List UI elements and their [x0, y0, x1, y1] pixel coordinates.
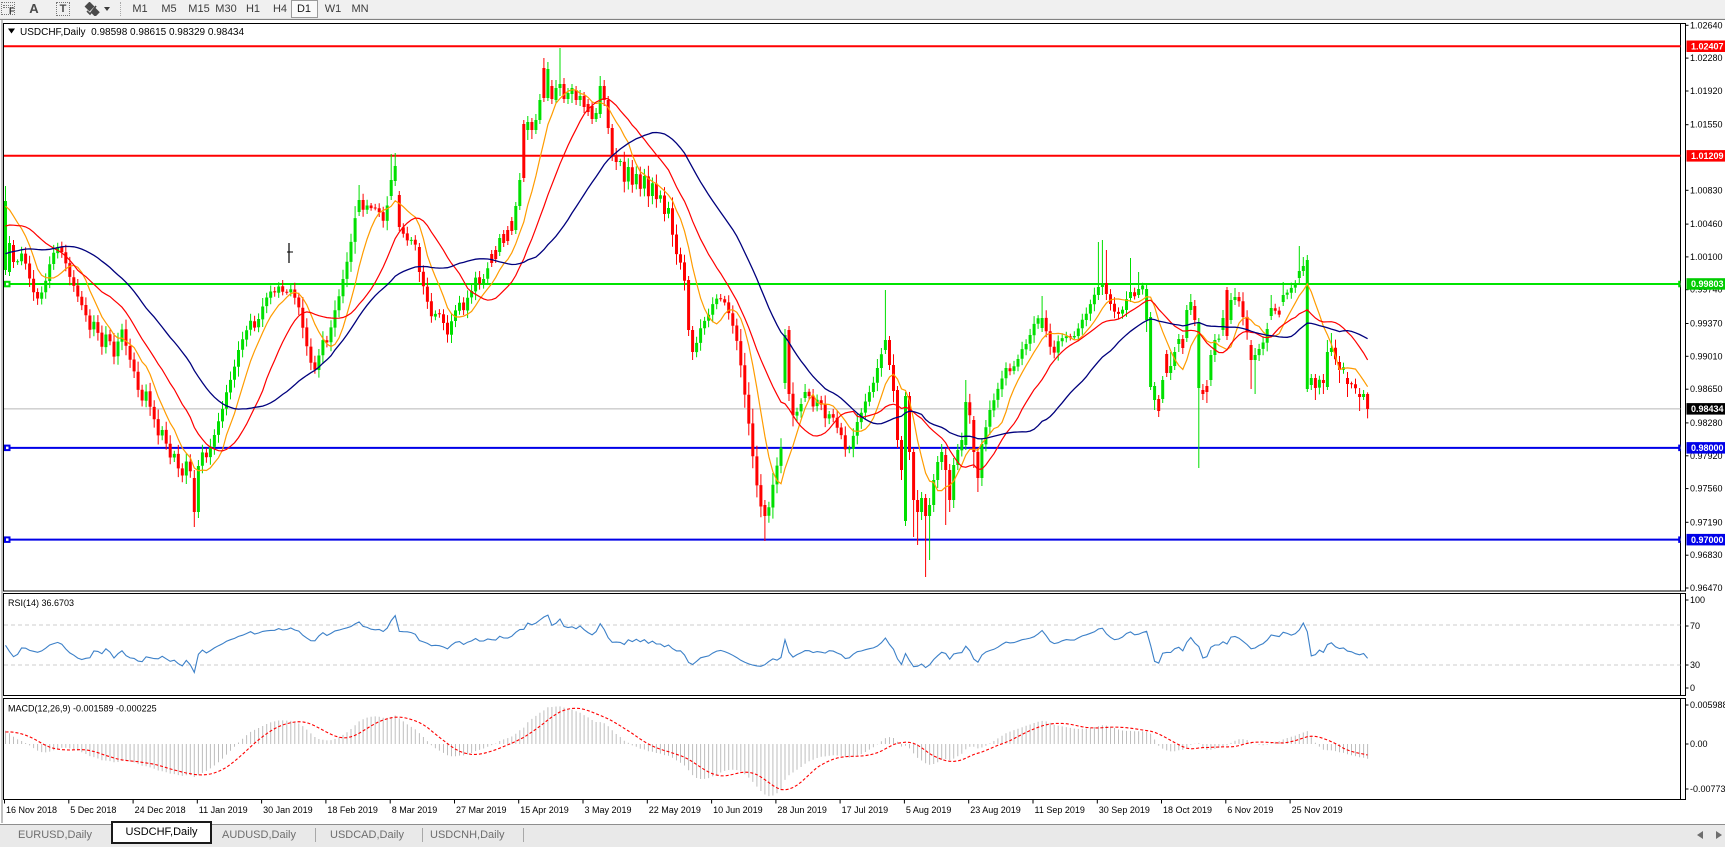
svg-text:0.99370: 0.99370	[1690, 319, 1723, 329]
svg-text:0.98650: 0.98650	[1690, 384, 1723, 394]
svg-text:1.02407: 1.02407	[1691, 41, 1724, 51]
svg-text:0.00: 0.00	[1690, 739, 1708, 749]
svg-text:0.97560: 0.97560	[1690, 484, 1723, 494]
svg-text:27 Mar 2019: 27 Mar 2019	[456, 805, 507, 815]
svg-text:23 Aug 2019: 23 Aug 2019	[970, 805, 1021, 815]
svg-text:0.98000: 0.98000	[1691, 443, 1724, 453]
svg-text:1.01209: 1.01209	[1691, 151, 1724, 161]
svg-text:0.98434: 0.98434	[1691, 404, 1724, 414]
svg-text:RSI(14) 36.6703: RSI(14) 36.6703	[8, 598, 74, 608]
svg-text:-0.00773: -0.00773	[1690, 784, 1725, 794]
svg-text:15 Apr 2019: 15 Apr 2019	[520, 805, 569, 815]
svg-text:16 Nov 2018: 16 Nov 2018	[6, 805, 57, 815]
svg-text:0.96830: 0.96830	[1690, 550, 1723, 560]
svg-text:11 Sep 2019: 11 Sep 2019	[1035, 805, 1085, 815]
svg-text:10 Jun 2019: 10 Jun 2019	[713, 805, 763, 815]
svg-text:22 May 2019: 22 May 2019	[649, 805, 701, 815]
svg-text:8 Mar 2019: 8 Mar 2019	[392, 805, 438, 815]
svg-text:100: 100	[1690, 595, 1705, 605]
svg-text:25 Nov 2019: 25 Nov 2019	[1292, 805, 1343, 815]
svg-text:0.97000: 0.97000	[1691, 535, 1724, 545]
svg-text:0.005988: 0.005988	[1690, 700, 1725, 710]
svg-text:0.97190: 0.97190	[1690, 517, 1723, 527]
svg-text:3 May 2019: 3 May 2019	[585, 805, 632, 815]
svg-text:6 Nov 2019: 6 Nov 2019	[1227, 805, 1273, 815]
svg-text:70: 70	[1690, 621, 1700, 631]
svg-text:1.02640: 1.02640	[1690, 20, 1723, 30]
svg-text:18 Feb 2019: 18 Feb 2019	[327, 805, 378, 815]
svg-text:5 Aug 2019: 5 Aug 2019	[906, 805, 952, 815]
svg-text:11 Jan 2019: 11 Jan 2019	[199, 805, 248, 815]
svg-text:1.00460: 1.00460	[1690, 219, 1723, 229]
svg-text:1.01920: 1.01920	[1690, 86, 1723, 96]
svg-text:1.00830: 1.00830	[1690, 185, 1723, 195]
svg-text:30 Jan 2019: 30 Jan 2019	[263, 805, 313, 815]
svg-text:1.01550: 1.01550	[1690, 120, 1723, 130]
svg-text:0.96470: 0.96470	[1690, 583, 1723, 593]
svg-text:30: 30	[1690, 660, 1700, 670]
svg-text:0: 0	[1690, 683, 1695, 693]
svg-text:24 Dec 2018: 24 Dec 2018	[135, 805, 186, 815]
svg-text:0.99803: 0.99803	[1691, 279, 1724, 289]
svg-text:MACD(12,26,9) -0.001589 -0.000: MACD(12,26,9) -0.001589 -0.000225	[8, 704, 157, 714]
svg-text:USDCHF,Daily 0.98598 0.98615: USDCHF,Daily 0.98598 0.98615 0.98329 0.9…	[20, 27, 244, 38]
svg-text:18 Oct 2019: 18 Oct 2019	[1163, 805, 1212, 815]
svg-text:17 Jul 2019: 17 Jul 2019	[842, 805, 889, 815]
svg-text:5 Dec 2018: 5 Dec 2018	[70, 805, 116, 815]
svg-text:0.99010: 0.99010	[1690, 351, 1723, 361]
svg-text:0.98280: 0.98280	[1690, 418, 1723, 428]
svg-text:30 Sep 2019: 30 Sep 2019	[1099, 805, 1150, 815]
svg-text:28 Jun 2019: 28 Jun 2019	[777, 805, 827, 815]
svg-text:1.00100: 1.00100	[1690, 252, 1723, 262]
svg-text:1.02280: 1.02280	[1690, 53, 1723, 63]
svg-text:0.97920: 0.97920	[1690, 451, 1723, 461]
